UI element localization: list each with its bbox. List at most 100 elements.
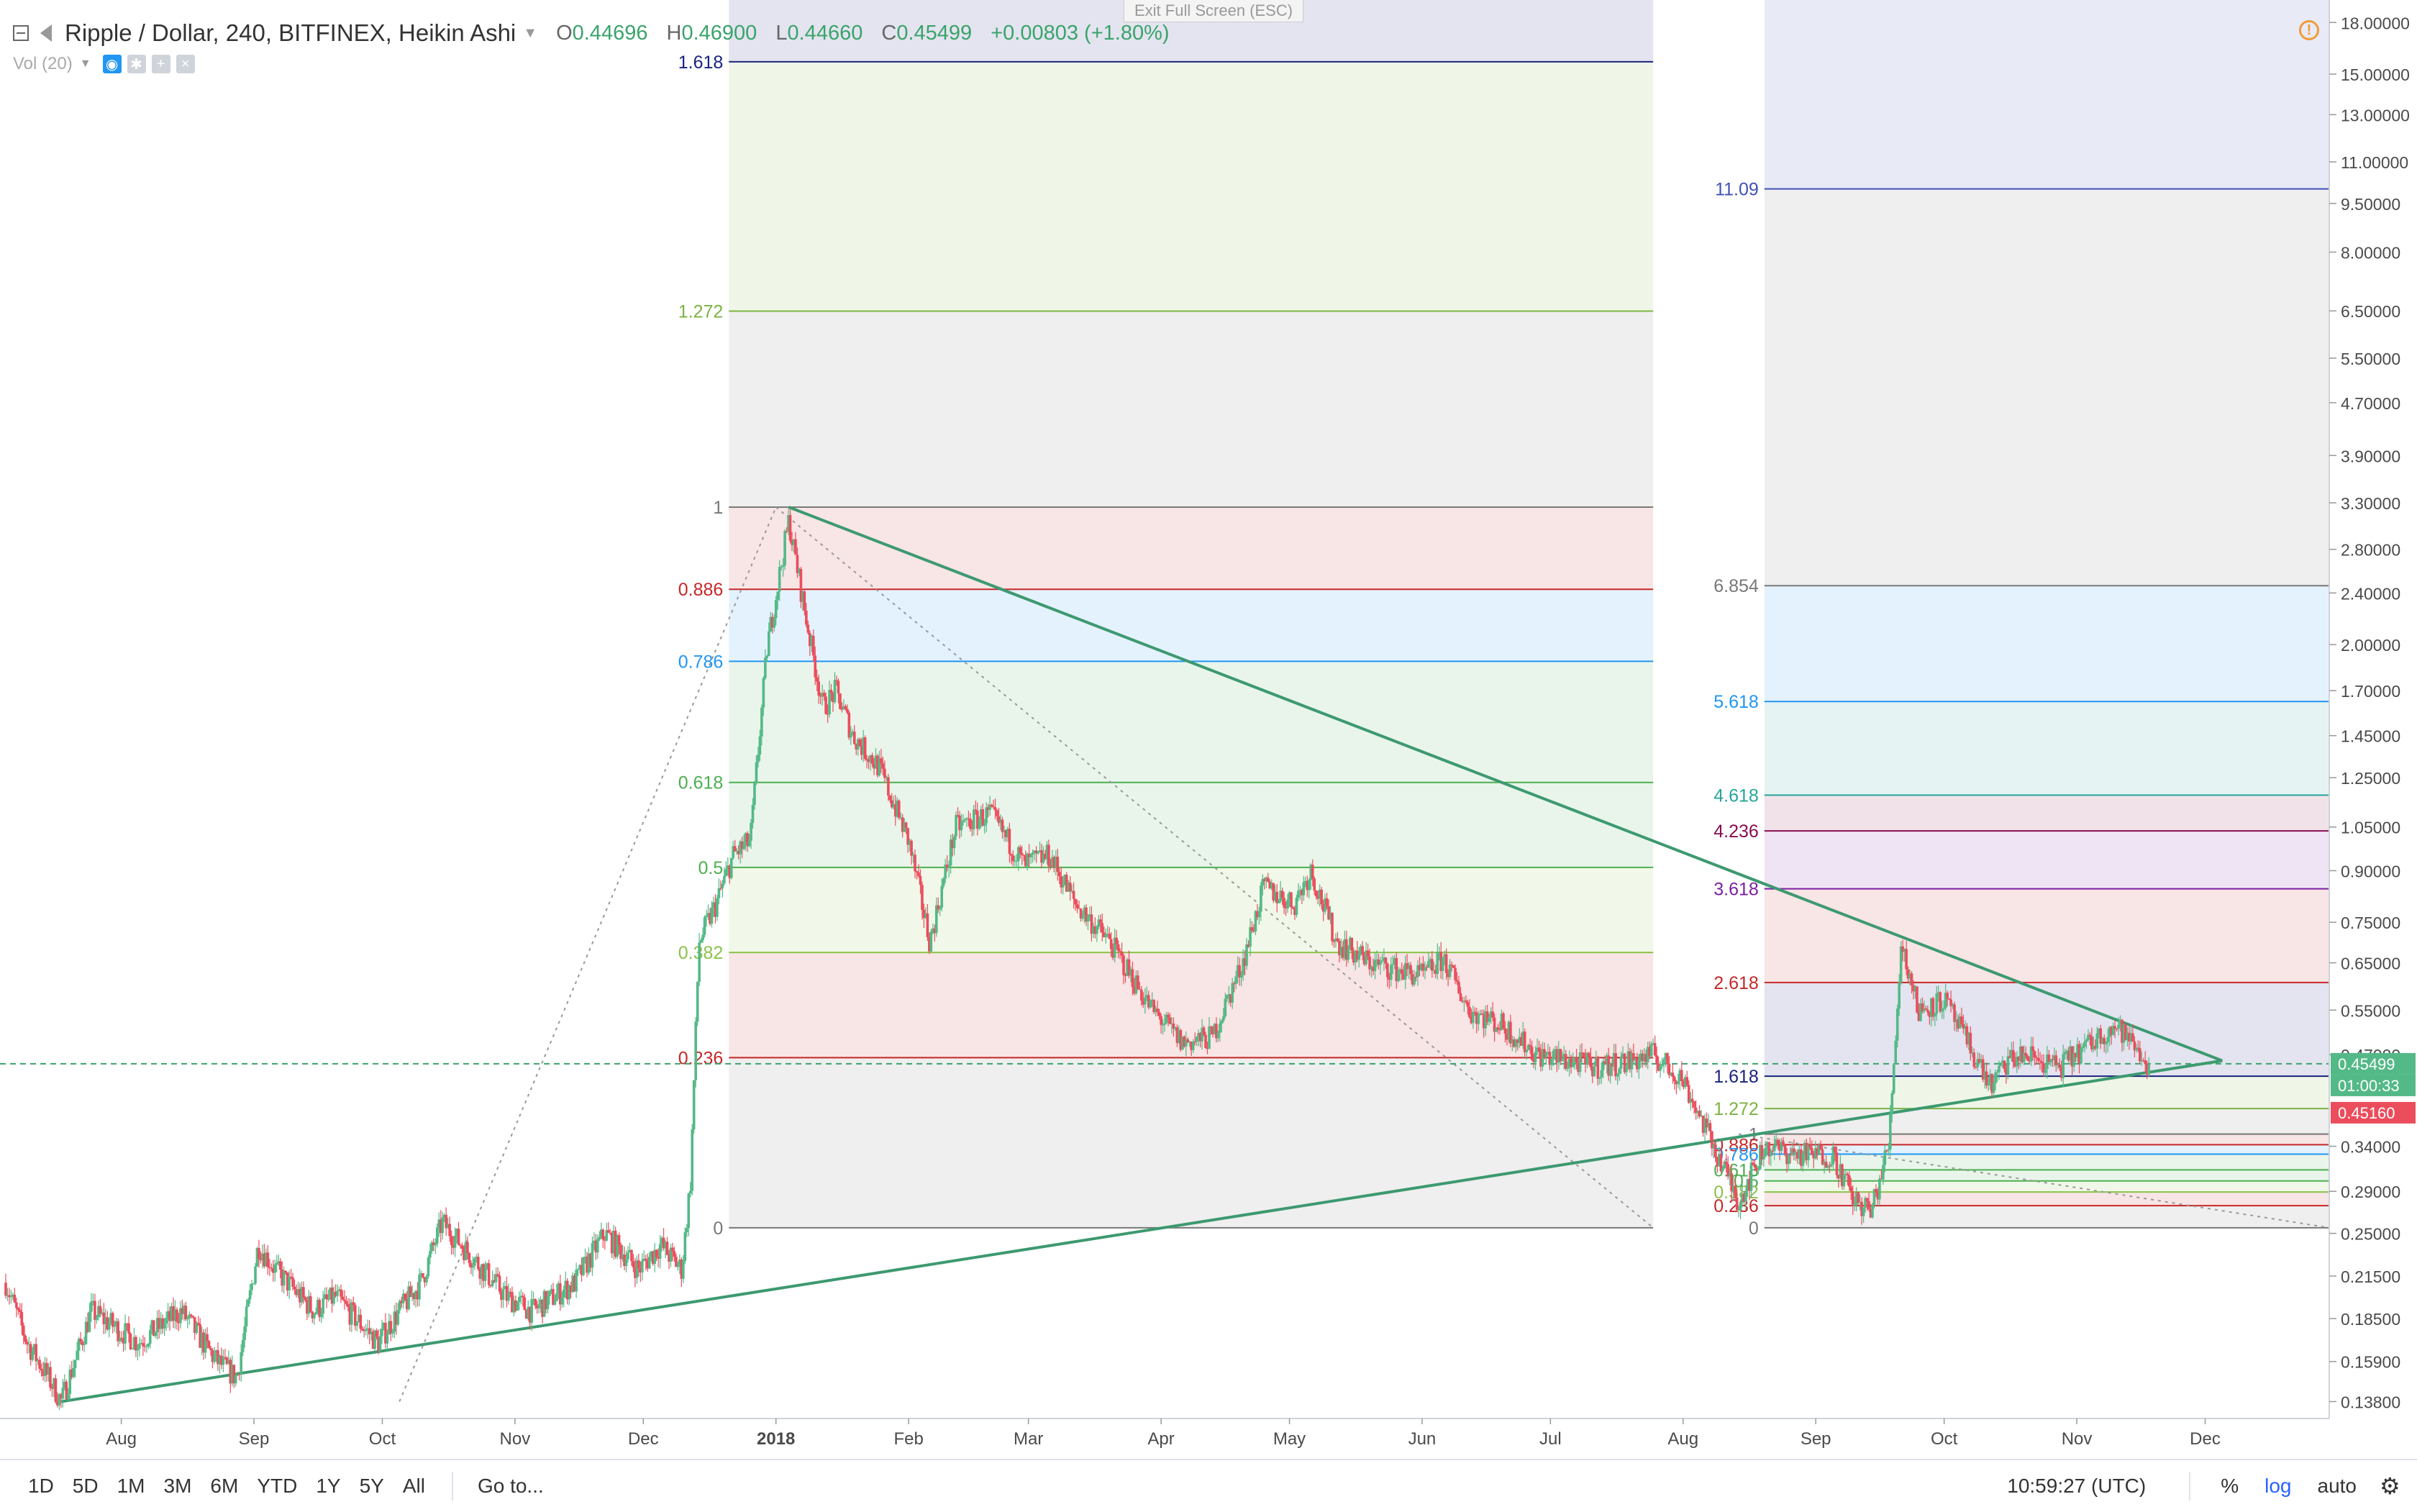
candle-body [527, 1306, 530, 1319]
candle-body [603, 1239, 606, 1241]
candle-body [330, 1288, 334, 1304]
candle-body [1239, 975, 1243, 978]
candle-body [1119, 951, 1121, 952]
candle-body [1411, 974, 1414, 985]
utc-clock[interactable]: 10:59:27 (UTC) [2007, 1475, 2147, 1497]
candle-body [1894, 1040, 1898, 1065]
candle-body [1489, 1011, 1493, 1018]
range-button-1m[interactable]: 1M [117, 1475, 145, 1497]
candle-body [1416, 965, 1419, 978]
symbol-legend: Ripple / Dollar, 240, BITFINEX, Heikin A… [13, 16, 1170, 50]
candle-body [979, 809, 983, 820]
candle-body [542, 1290, 546, 1317]
candle-body [500, 1291, 503, 1301]
candle-body [1678, 1070, 1682, 1081]
candle-body [1216, 1033, 1220, 1039]
candle-body [1555, 1049, 1559, 1063]
candle-body [1019, 847, 1022, 854]
alert-icon[interactable]: ! [2299, 20, 2319, 40]
fib-zone [1764, 0, 2329, 189]
candle-body [934, 905, 938, 934]
candle-body [644, 1258, 647, 1261]
range-button-5d[interactable]: 5D [72, 1475, 99, 1497]
candle-body [382, 1322, 386, 1329]
exit-fullscreen-button[interactable]: Exit Full Screen (ESC) [1124, 0, 1304, 22]
goto-button[interactable]: Go to... [477, 1475, 544, 1497]
symbol-title[interactable]: Ripple / Dollar, 240, BITFINEX, Heikin A… [65, 19, 516, 46]
candle-body [65, 1381, 68, 1400]
plus-icon[interactable]: + [151, 55, 170, 73]
candle-body [209, 1348, 212, 1351]
candle-body [1895, 1008, 1899, 1041]
candle-body [1343, 939, 1347, 958]
candle-body [1947, 998, 1951, 1000]
candle-body [2022, 1052, 2026, 1062]
eye-icon[interactable]: ◉ [102, 55, 122, 73]
candle-body [1878, 1178, 1881, 1200]
range-button-3m[interactable]: 3M [163, 1475, 192, 1497]
range-button-6m[interactable]: 6M [210, 1475, 239, 1497]
candle-body [680, 1260, 683, 1279]
candle-body [1206, 1047, 1209, 1049]
close-icon[interactable]: × [176, 55, 195, 73]
candle-body [1260, 885, 1262, 912]
gear-icon[interactable]: ⚙ [2380, 1473, 2400, 1499]
range-button-all[interactable]: All [402, 1475, 425, 1497]
candle-body [1220, 1021, 1224, 1024]
candle-body [1061, 884, 1065, 888]
candle-body [411, 1293, 414, 1298]
candle-body [1882, 1165, 1885, 1180]
candle-body [1511, 1039, 1514, 1044]
candle-body [1090, 914, 1093, 934]
candle-body [1396, 970, 1400, 982]
candle-body [814, 655, 817, 678]
fib-level-label: 1.272 [678, 302, 724, 322]
candle-body [463, 1248, 465, 1260]
candle-body [111, 1313, 114, 1327]
candle-body [1901, 946, 1904, 952]
candle-body [1215, 1024, 1218, 1039]
candle-body [1730, 1173, 1734, 1192]
gear-icon[interactable]: ✱ [127, 55, 146, 73]
percent-scale-toggle[interactable]: % [2221, 1475, 2239, 1497]
range-button-1y[interactable]: 1Y [316, 1475, 341, 1497]
candle-body [712, 902, 715, 908]
candle-body [1441, 957, 1444, 972]
candle-body [1749, 1162, 1753, 1191]
candle-body [1455, 980, 1459, 982]
candle-body [1990, 1074, 1993, 1093]
fib-zone [1764, 586, 2329, 702]
candle-body [826, 714, 829, 715]
candle-body [1052, 857, 1056, 868]
volume-label[interactable]: Vol (20) [13, 54, 73, 73]
chevron-down-icon[interactable]: ▼ [79, 58, 91, 70]
chevron-down-icon[interactable]: ▼ [523, 24, 538, 41]
fib-level-label: 0 [1749, 1219, 1759, 1239]
candle-body [580, 1265, 583, 1275]
candle-body [993, 807, 997, 811]
flag-icon[interactable] [40, 24, 52, 42]
candle-body [86, 1321, 89, 1332]
candle-body [642, 1258, 646, 1261]
fib-zone [1764, 1154, 2329, 1170]
candle-body [1075, 904, 1079, 908]
fib-level-label: 4.236 [1713, 821, 1759, 842]
candle-body [1671, 1072, 1675, 1078]
candle-body [1629, 1051, 1631, 1070]
fib-level-label: 1.618 [1713, 1067, 1759, 1087]
log-scale-toggle[interactable]: log [2264, 1475, 2292, 1497]
candle-body [1530, 1047, 1534, 1060]
candle-body [550, 1288, 553, 1291]
candle-body [148, 1330, 152, 1344]
range-button-1d[interactable]: 1D [28, 1475, 54, 1497]
range-button-5y[interactable]: 5Y [359, 1475, 384, 1497]
candle-body [1888, 1113, 1892, 1149]
auto-scale-toggle[interactable]: auto [2317, 1475, 2357, 1497]
candle-body [1841, 1164, 1844, 1187]
candle-body [1309, 865, 1313, 880]
candle-body [1324, 898, 1326, 912]
candle-body [247, 1299, 250, 1307]
range-button-ytd[interactable]: YTD [257, 1475, 298, 1497]
collapse-icon[interactable] [13, 25, 29, 41]
